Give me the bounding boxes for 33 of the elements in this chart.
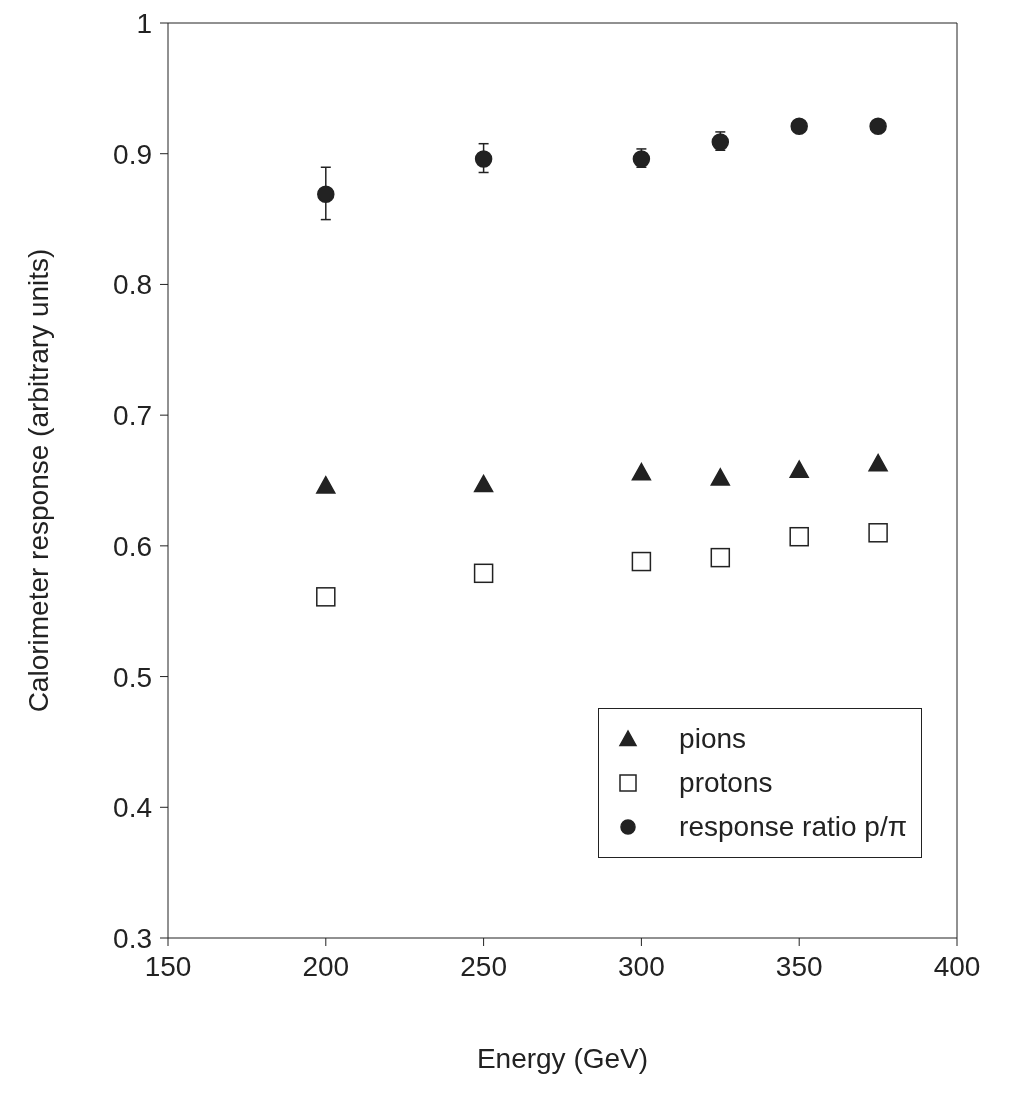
point [631,551,652,572]
point [474,150,493,168]
point [631,462,652,481]
x-axis-title: Energy (GeV) [476,1043,649,1074]
y-tick-label: 1 [136,7,152,39]
legend-label: protons [679,767,773,799]
point [710,468,731,486]
y-tick-label: 0.7 [113,400,152,432]
point [868,523,888,543]
point [789,460,809,478]
point [316,475,336,494]
point [317,185,335,203]
point [316,587,336,607]
y-tick-label: 0.5 [113,661,152,693]
point [710,547,731,568]
x-tick-label: 200 [302,950,350,982]
point [790,117,808,136]
y-tick-label: 0.8 [113,269,152,301]
legend-label: pions [679,723,747,755]
point [473,474,494,493]
y-tick-label: 0.6 [113,530,152,562]
x-tick-label: 250 [460,950,507,982]
y-tick-label: 0.4 [113,792,152,824]
legend-label: response ratio p/π [679,811,907,843]
y-tick-label: 0.9 [113,138,152,170]
x-tick-label: 400 [933,950,981,982]
point [868,453,888,472]
point [789,526,809,547]
point [473,563,494,584]
point [869,117,887,136]
x-tick-label: 300 [618,950,665,982]
y-axis-title: Calorimeter response (arbitrary units) [22,248,54,713]
x-tick-label: 350 [775,950,823,982]
